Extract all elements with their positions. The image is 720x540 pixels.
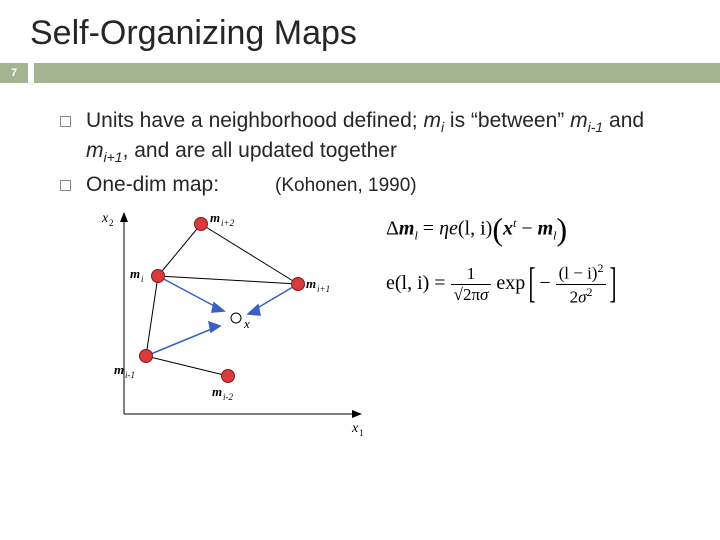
svg-text:m: m bbox=[210, 210, 220, 225]
rbracket-icon: ] bbox=[610, 268, 617, 302]
minus: − bbox=[539, 272, 555, 294]
svg-text:m: m bbox=[114, 362, 124, 377]
equation-e: e(l, i) = 1 √2πσ exp[− (l − i)2 2σ2 ] bbox=[386, 261, 690, 307]
svg-text:i: i bbox=[141, 274, 144, 284]
eta: η bbox=[439, 217, 449, 239]
svg-text:i+2: i+2 bbox=[221, 218, 235, 228]
page-number: 7 bbox=[0, 63, 28, 83]
bullet-1: Units have a neighborhood defined; mi is… bbox=[60, 107, 690, 167]
page-title: Self-Organizing Maps bbox=[0, 0, 720, 63]
fraction-2: (l − i)2 2σ2 bbox=[556, 261, 607, 307]
var-m: m bbox=[570, 109, 588, 132]
svg-text:2: 2 bbox=[109, 218, 114, 228]
paren: (l − i) bbox=[559, 264, 598, 283]
var-m: m bbox=[423, 109, 441, 132]
m: m bbox=[399, 217, 415, 239]
paren: (l, i) bbox=[458, 217, 492, 239]
x: x bbox=[503, 217, 513, 239]
som-diagram: x 2 x 1 m i+2 m i m i+1 m i-1 m i-2 x bbox=[96, 206, 386, 441]
sq: 2 bbox=[597, 261, 603, 275]
svg-text:x: x bbox=[243, 316, 250, 331]
content-area: Units have a neighborhood defined; mi is… bbox=[0, 83, 720, 441]
header-bar: 7 bbox=[0, 63, 720, 83]
text: , and are all updated together bbox=[123, 139, 397, 162]
text: is “between” bbox=[444, 109, 570, 132]
den: 2σ2 bbox=[556, 285, 607, 308]
text: and bbox=[603, 109, 644, 132]
fraction-1: 1 √2πσ bbox=[451, 264, 492, 305]
lparen-icon: ( bbox=[492, 217, 503, 243]
num: (l − i)2 bbox=[556, 261, 607, 285]
sub: i-1 bbox=[588, 119, 604, 135]
svg-text:1: 1 bbox=[359, 428, 364, 438]
equations: Δml = ηe(l, i)(xt − ml) e(l, i) = 1 √2πσ… bbox=[386, 206, 690, 308]
two: 2 bbox=[570, 287, 579, 306]
var-m: m bbox=[86, 139, 104, 162]
accent-bar bbox=[34, 63, 720, 83]
exp: exp bbox=[496, 272, 525, 294]
lhs: e(l, i) = bbox=[386, 272, 451, 294]
bullet-list: Units have a neighborhood defined; mi is… bbox=[60, 107, 690, 200]
twopi: 2π bbox=[463, 285, 480, 304]
delta: Δ bbox=[386, 217, 399, 239]
svg-text:x: x bbox=[351, 421, 359, 436]
svg-text:x: x bbox=[101, 211, 109, 226]
m: m bbox=[538, 217, 554, 239]
text: defined; bbox=[337, 109, 423, 132]
den: √2πσ bbox=[451, 285, 492, 305]
rparen-icon: ) bbox=[557, 217, 568, 243]
bullet2-text: One-dim map: bbox=[86, 171, 219, 199]
equation-delta-m: Δml = ηe(l, i)(xt − ml) bbox=[386, 216, 690, 244]
text: neighborhood bbox=[209, 109, 337, 132]
svg-text:m: m bbox=[130, 266, 140, 281]
lbracket-icon: [ bbox=[529, 268, 536, 302]
sub: i+1 bbox=[104, 149, 123, 165]
svg-text:m: m bbox=[306, 276, 316, 291]
svg-text:m: m bbox=[212, 384, 222, 399]
svg-text:i-1: i-1 bbox=[125, 370, 135, 380]
minus: − bbox=[516, 217, 537, 239]
sq: 2 bbox=[586, 285, 592, 299]
text: Units have a bbox=[86, 109, 209, 132]
e: e bbox=[449, 217, 458, 239]
citation: (Kohonen, 1990) bbox=[275, 173, 417, 199]
eq: = bbox=[418, 217, 439, 239]
svg-text:i-2: i-2 bbox=[223, 392, 233, 402]
svg-text:i+1: i+1 bbox=[317, 284, 330, 294]
sqrt-icon: √ bbox=[454, 285, 463, 304]
num: 1 bbox=[451, 264, 492, 285]
sigma: σ bbox=[480, 285, 488, 304]
bullet-2: One-dim map: (Kohonen, 1990) bbox=[60, 171, 690, 199]
